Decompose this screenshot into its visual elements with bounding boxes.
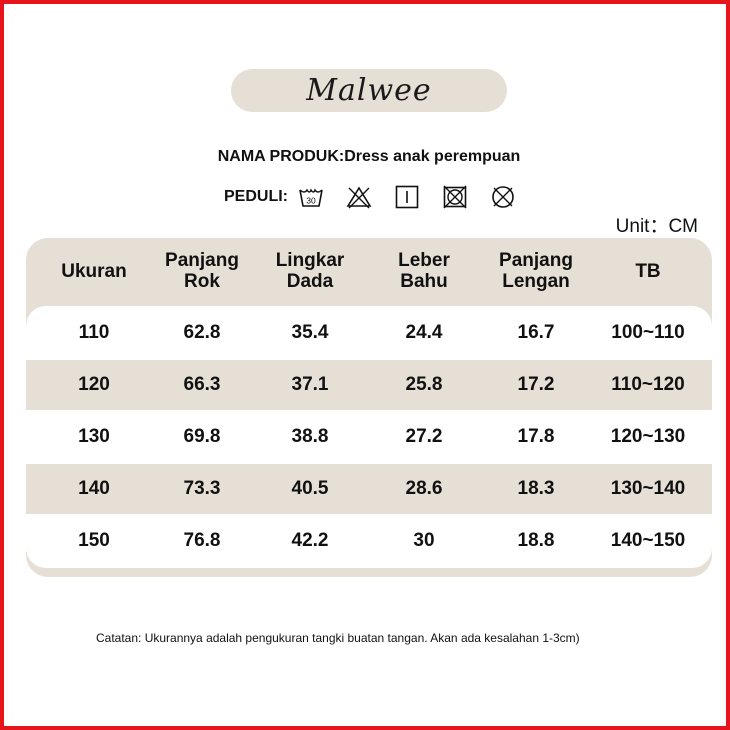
table-cell: 17.2 xyxy=(517,374,555,395)
header-line: Ukuran xyxy=(61,260,127,282)
table-header: Ukuran Panjang Rok Lingkar Dada Leber Bahu Panj… xyxy=(26,238,712,304)
table-cell: 140~150 xyxy=(610,530,686,551)
table-row: 110 62.8 35.4 24.4 16.7 100~110 xyxy=(26,308,712,358)
table-body: 110 62.8 35.4 24.4 16.7 100~110 120 66.3 37.1 25.… xyxy=(26,306,712,568)
unit-label: Unit：CM xyxy=(615,216,698,237)
table-row: 140 73.3 40.5 28.6 18.3 130~140 xyxy=(26,464,712,514)
table-cell: 73.3 xyxy=(183,478,221,499)
table-cell: 100~110 xyxy=(611,322,685,343)
brand-logo-banner: Malwee xyxy=(231,69,507,112)
table-cell: 16.7 xyxy=(517,322,555,343)
header-line: Panjang xyxy=(165,250,239,271)
table-cell: 25.8 xyxy=(405,374,443,395)
table-cell: 110 xyxy=(78,322,110,343)
table-cell: 17.8 xyxy=(517,426,555,447)
table-cell: 62.8 xyxy=(183,322,221,343)
table-cell: 110~120 xyxy=(611,374,685,395)
table-cell: 69.8 xyxy=(183,426,221,447)
care-label: PEDULI: xyxy=(224,188,288,205)
table-row: 150 76.8 42.2 30 18.8 140~150 xyxy=(26,516,712,566)
no-dry-clean-icon xyxy=(490,184,516,210)
header-line: Bahu xyxy=(400,271,448,292)
table-cell: 120~130 xyxy=(610,426,686,447)
header-line: Lingkar xyxy=(275,250,345,271)
table-cell: 30 xyxy=(413,530,435,551)
table-cell: 38.8 xyxy=(291,426,329,447)
table-cell: 40.5 xyxy=(291,478,329,499)
table-cell: 18.8 xyxy=(517,530,555,551)
header-line: Lengan xyxy=(502,271,570,292)
header-line: Dada xyxy=(286,271,334,292)
table-cell: 120 xyxy=(78,374,110,395)
header-line: TB xyxy=(635,260,661,282)
wash-temp-label: 30 xyxy=(306,196,316,206)
measurement-note: Catatan: Ukurannya adalah pengukuran tan… xyxy=(96,631,580,645)
table-cell: 27.2 xyxy=(405,426,443,447)
header-shoulder: Leber Bahu xyxy=(368,238,480,304)
product-title: NAMA PRODUK:Dress anak perempuan xyxy=(217,148,521,165)
brand-logo: Malwee xyxy=(306,73,432,108)
table-cell: 130 xyxy=(78,426,110,447)
wash-30-icon: 30 xyxy=(298,184,324,210)
care-instructions: PEDULI: 30 xyxy=(224,184,538,210)
header-height: TB xyxy=(592,238,704,304)
no-tumble-dry-icon xyxy=(442,184,468,210)
table-cell: 150 xyxy=(78,530,110,551)
no-bleach-icon xyxy=(346,184,372,210)
table-cell: 76.8 xyxy=(183,530,221,551)
table-row: 130 69.8 38.8 27.2 17.8 120~130 xyxy=(26,412,712,462)
header-chest: Lingkar Dada xyxy=(254,238,366,304)
table-cell: 24.4 xyxy=(405,322,443,343)
header-skirt-length: Panjang Rok xyxy=(146,238,258,304)
header-line: Panjang xyxy=(499,250,573,271)
header-size: Ukuran xyxy=(38,238,150,304)
header-line: Rok xyxy=(184,271,220,292)
table-cell: 18.3 xyxy=(517,478,555,499)
header-line: Leber xyxy=(398,250,450,271)
line-dry-icon xyxy=(394,184,420,210)
table-cell: 28.6 xyxy=(405,478,443,499)
table-row: 120 66.3 37.1 25.8 17.2 110~120 xyxy=(26,360,712,410)
header-sleeve-length: Panjang Lengan xyxy=(480,238,592,304)
table-cell: 130~140 xyxy=(610,478,686,499)
table-cell: 37.1 xyxy=(291,374,329,395)
table-cell: 35.4 xyxy=(291,322,329,343)
size-chart-table: Ukuran Panjang Rok Lingkar Dada Leber Bahu Panj… xyxy=(26,238,712,577)
table-cell: 140 xyxy=(78,478,110,499)
table-cell: 42.2 xyxy=(291,530,329,551)
table-cell: 66.3 xyxy=(183,374,221,395)
